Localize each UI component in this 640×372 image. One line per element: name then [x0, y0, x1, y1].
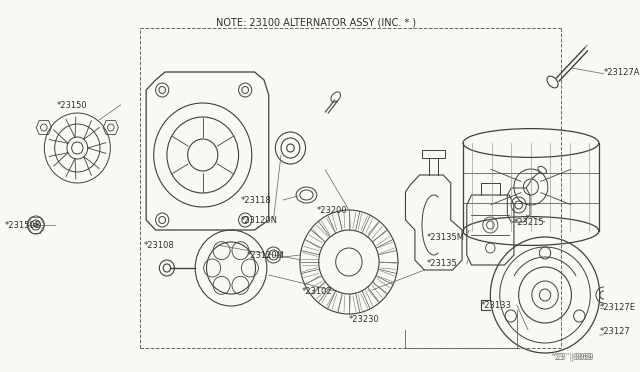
Text: NOTE: 23100 ALTERNATOR ASSY (INC. * ): NOTE: 23100 ALTERNATOR ASSY (INC. * ) [216, 17, 416, 27]
Text: *23215: *23215 [514, 218, 545, 227]
Text: *23200: *23200 [317, 205, 348, 215]
Text: *23150B: *23150B [4, 221, 41, 230]
Text: *23135M: *23135M [427, 232, 465, 241]
Text: ^23'|0069: ^23'|0069 [550, 353, 592, 362]
Text: *23108: *23108 [143, 241, 174, 250]
Text: *23135: *23135 [427, 260, 458, 269]
Text: *23127A: *23127A [604, 67, 640, 77]
Text: *23127E: *23127E [600, 304, 636, 312]
Text: *23118: *23118 [241, 196, 271, 205]
Text: *23102: *23102 [301, 288, 332, 296]
Text: *23120N: *23120N [241, 215, 278, 224]
Text: *23127: *23127 [600, 327, 630, 337]
Text: *23133: *23133 [481, 301, 512, 310]
Text: ^23'|0069: ^23'|0069 [552, 353, 594, 362]
Text: *23150: *23150 [56, 100, 87, 109]
Text: *23120M: *23120M [247, 250, 285, 260]
Text: *23230: *23230 [349, 315, 380, 324]
